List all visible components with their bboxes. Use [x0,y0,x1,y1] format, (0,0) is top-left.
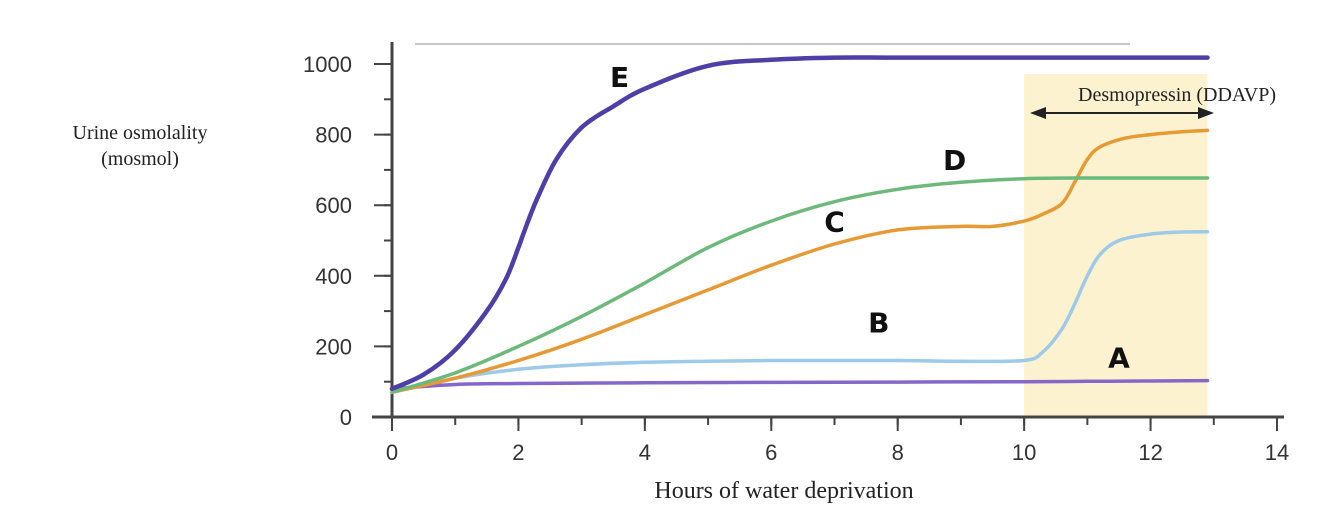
series-line-e [389,55,1210,392]
y-tick-label: 800 [315,123,352,148]
series-line-c [390,128,1210,395]
x-tick-label: 2 [512,440,524,465]
x-tick-label: 12 [1138,440,1162,465]
curve-labels: A B C D E [610,61,1130,375]
curve-label-c: C [824,206,845,239]
series-line-a [390,378,1210,391]
curve-label-b: B [868,306,889,339]
x-tick-label: 4 [639,440,651,465]
curve-label-a: A [1108,342,1130,375]
y-tick-label: 1000 [303,52,352,77]
ddavp-label: Desmopressin (DDAVP) [1078,84,1276,106]
ddavp-arrow-right-head [1198,107,1214,119]
ddavp-arrow-left-head [1030,107,1046,119]
y-tick-label: 400 [315,264,352,289]
y-axis-label-line-1: Urine osmolality [73,122,208,144]
curve-label-d: D [943,144,966,177]
x-tick-label: 8 [892,440,904,465]
y-tick-label: 0 [340,405,352,430]
x-axis-label: Hours of water deprivation [654,478,913,504]
y-axis-label-line-2: (mosmol) [101,148,179,170]
x-tick-label: 14 [1265,440,1289,465]
axes: 0 200 400 600 800 1000 0 2 4 6 8 10 12 14 [303,42,1289,465]
y-tick-label: 200 [315,334,352,359]
x-tick-label: 6 [765,440,777,465]
x-tick-label: 10 [1012,440,1036,465]
ddavp-annotation: Desmopressin (DDAVP) [1030,84,1276,119]
x-tick-label: 0 [386,440,398,465]
series-line-d [390,176,1210,395]
curve-label-e: E [610,61,629,94]
series-line-b [390,229,1210,395]
curves [389,55,1210,395]
y-tick-label: 600 [315,193,352,218]
